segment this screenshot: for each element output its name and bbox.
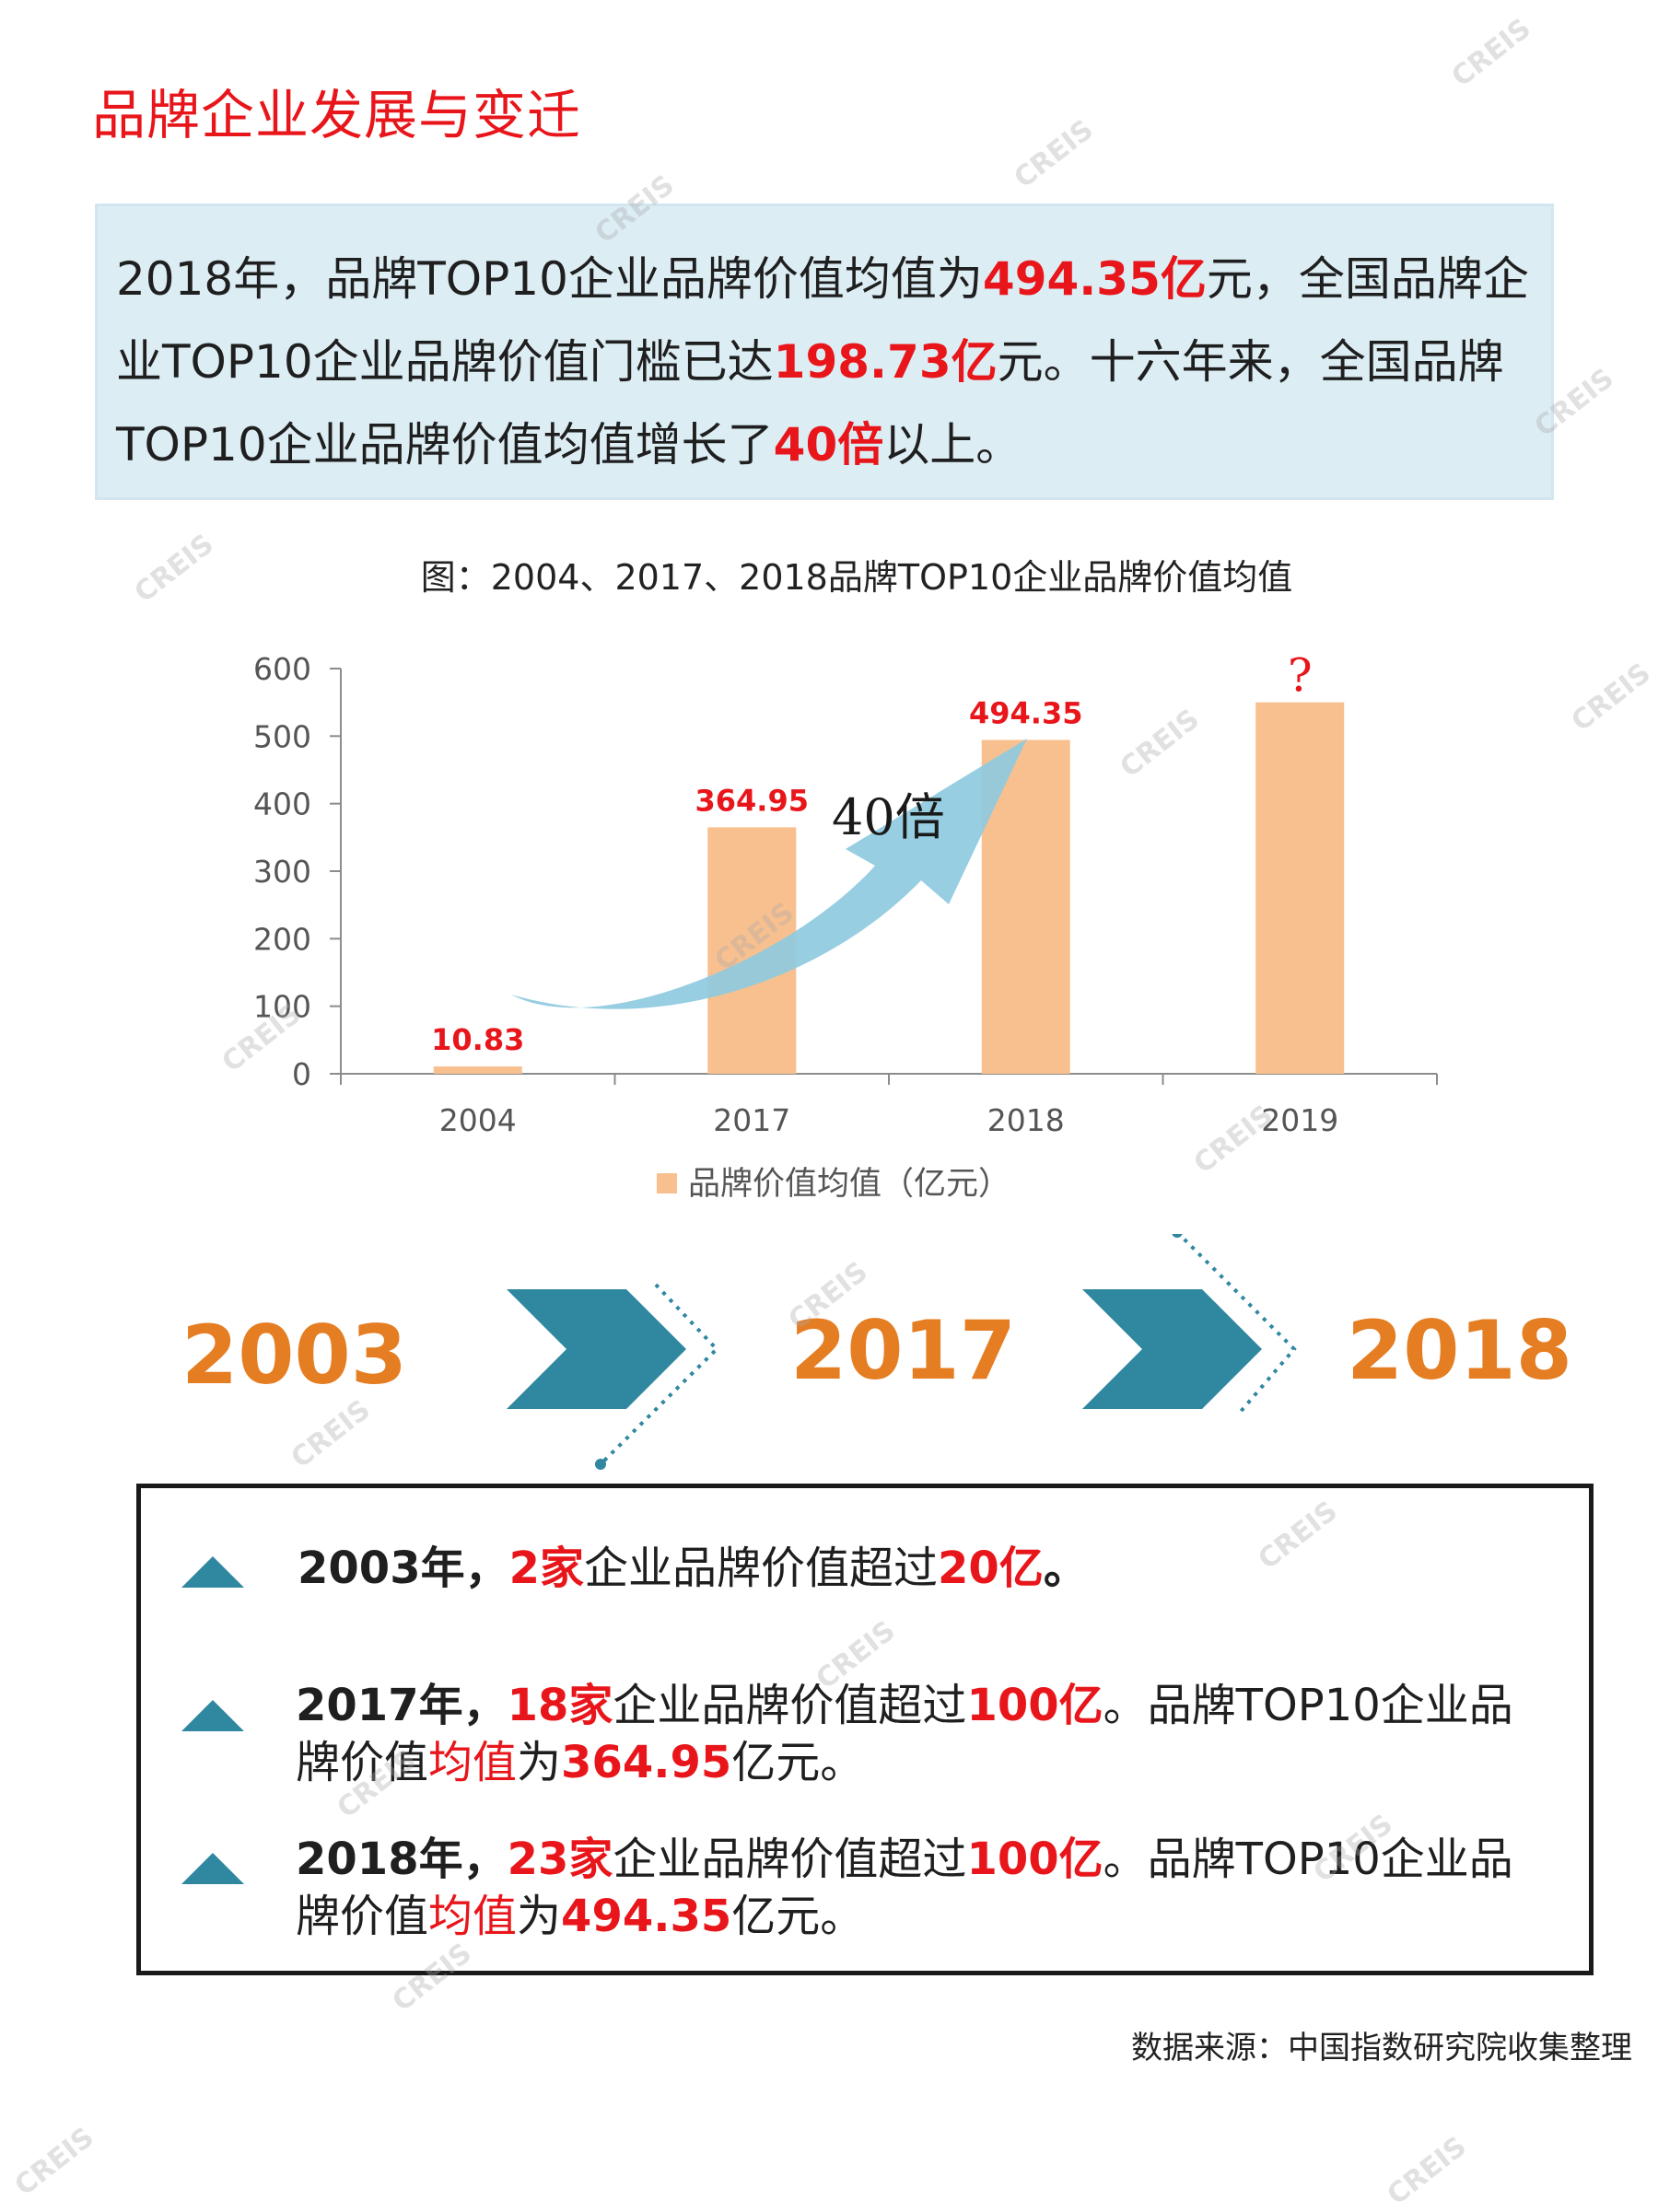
chevron-right-icon: [507, 1289, 686, 1409]
summary-highlight: 494.35亿: [982, 252, 1207, 306]
timeline-year-2018: 2018: [1347, 1303, 1572, 1398]
summary-text: 2018年，品牌TOP10企业品牌价值均值为494.35亿元，全国品牌企业TOP…: [116, 238, 1553, 486]
summary-segment: 2018年，品牌TOP10企业品牌价值均值为: [116, 252, 983, 306]
data-source: 数据来源：中国指数研究院收集整理: [1131, 2030, 1632, 2066]
fact-segment: 2家: [508, 1543, 585, 1594]
fact-segment: 企业品牌价值超过: [613, 1834, 967, 1885]
fact-segment: 。品牌TOP10企业品牌价值: [296, 1834, 1513, 1942]
chart-caption: 图：2004、2017、2018品牌TOP10企业品牌价值均值: [420, 557, 1293, 598]
fact-segment: 2017年，: [296, 1680, 508, 1731]
facts-box: 2003年，2家企业品牌价值超过20亿。 2017年，18家企业品牌价值超过10…: [136, 1484, 1594, 1975]
data-label: 10.83: [431, 1022, 524, 1057]
fact-segment: 18家: [507, 1680, 613, 1731]
x-tick-label: 2019: [1261, 1102, 1338, 1138]
y-tick-label: 600: [253, 651, 311, 687]
timeline-arrows: [507, 1234, 1297, 1470]
data-label: 494.35: [969, 695, 1082, 730]
growth-annotation: 40倍: [832, 788, 945, 846]
fact-segment: 亿元。: [731, 1737, 865, 1788]
fact-segment: 20亿: [938, 1543, 1044, 1594]
fact-segment: 23家: [507, 1834, 613, 1885]
fact-segment: 亿元。: [731, 1891, 865, 1942]
data-label: 364.95: [695, 783, 809, 818]
fact-segment: 364.95: [561, 1737, 732, 1788]
fact-segment: 100亿: [966, 1834, 1103, 1885]
x-tick-label: 2018: [987, 1102, 1065, 1138]
fact-segment: 100亿: [966, 1680, 1103, 1731]
y-tick-label: 0: [292, 1056, 311, 1092]
fact-segment: 企业品牌价值超过: [584, 1543, 939, 1594]
timeline-year-2017: 2017: [790, 1303, 1016, 1398]
chevron-right-icon: [1082, 1289, 1262, 1409]
summary-segment: 元。十六年来，全国品牌TOP10企业品牌价值均值增长了: [116, 335, 1504, 472]
triangle-bullet-icon: [181, 1556, 244, 1588]
fact-segment: 为: [517, 1891, 562, 1942]
dot-marker: [595, 1459, 606, 1470]
dot-marker: [1172, 1234, 1183, 1238]
bar-2019: [1255, 702, 1345, 1074]
summary-segment: 元，全国品牌企业TOP10企业品牌价值门槛已达: [116, 252, 1529, 389]
fact-item-2017: 2017年，18家企业品牌价值超过100亿。品牌TOP10企业品牌价值均值为36…: [296, 1677, 1530, 1791]
fact-segment: 。: [1043, 1543, 1088, 1594]
fact-item-2018: 2018年，23家企业品牌价值超过100亿。品牌TOP10企业品牌价值均值为49…: [296, 1831, 1530, 1945]
data-label: ?: [1288, 649, 1313, 703]
fact-segment: 2003年，: [298, 1543, 509, 1594]
triangle-bullet-icon: [181, 1853, 244, 1884]
legend-label: 品牌价值均值（亿元）: [688, 1166, 1010, 1203]
bar-2004: [433, 1066, 522, 1074]
growth-arrow-icon: [511, 739, 1027, 1009]
dotted-bracket: [1176, 1234, 1297, 1415]
legend-swatch: [657, 1173, 677, 1193]
bar-chart: 0 100 200 300 400 500 600 2004 2017 2018 2019 10.…: [253, 649, 1438, 1203]
y-tick-label: 500: [253, 718, 311, 754]
page-title: 品牌企业发展与变迁: [92, 84, 582, 146]
watermark: CREIS: [1381, 2130, 1473, 2212]
y-tick-label: 100: [253, 989, 311, 1025]
y-tick-label: 300: [253, 854, 311, 890]
fact-segment: 企业品牌价值超过: [613, 1680, 967, 1731]
fact-item-2003: 2003年，2家企业品牌价值超过20亿。: [298, 1540, 1532, 1597]
fact-segment: 2018年，: [296, 1834, 508, 1885]
fact-segment: 。品牌TOP10企业品牌价值: [296, 1680, 1513, 1788]
y-tick-label: 400: [253, 786, 311, 822]
watermark: CREIS: [1008, 113, 1100, 195]
x-tick-label: 2004: [439, 1102, 517, 1138]
fact-segment: 均值: [428, 1891, 518, 1942]
fact-segment: 494.35: [561, 1891, 732, 1942]
x-tick-label: 2017: [713, 1102, 790, 1138]
timeline-year-2003: 2003: [181, 1308, 407, 1403]
fact-segment: 为: [517, 1737, 562, 1788]
triangle-bullet-icon: [181, 1700, 244, 1731]
summary-segment: 以上。: [883, 418, 1022, 472]
watermark: CREIS: [1445, 12, 1537, 94]
summary-highlight: 198.73亿: [773, 335, 998, 389]
fact-segment: 均值: [428, 1737, 518, 1788]
summary-highlight: 40倍: [773, 418, 884, 472]
watermark: CREIS: [8, 2121, 100, 2203]
summary-box: 2018年，品牌TOP10企业品牌价值均值为494.35亿元，全国品牌企业TOP…: [98, 206, 1551, 497]
y-tick-label: 200: [253, 921, 311, 957]
